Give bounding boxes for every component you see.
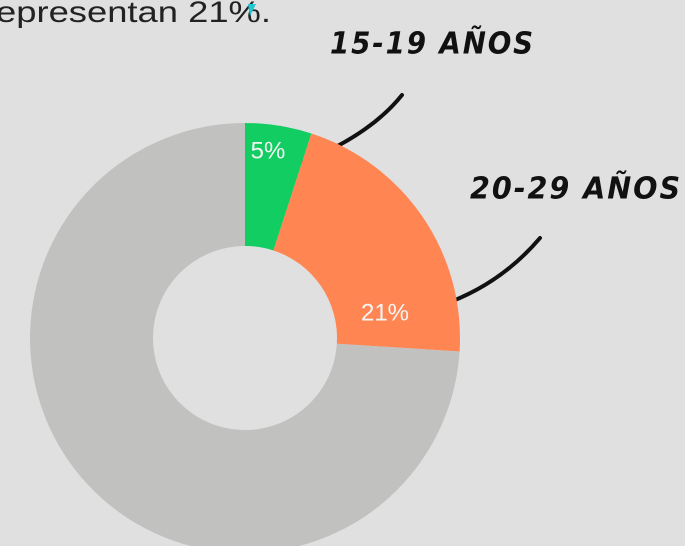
accent-mark [248, 4, 256, 16]
donut-slice [273, 133, 460, 352]
donut-slice [245, 123, 312, 251]
category-label: 15-19 AÑOS [330, 25, 535, 62]
value-label: 21% [361, 299, 409, 326]
value-label: 5% [251, 137, 286, 164]
subtitle: epresentan 21%. [0, 0, 271, 29]
donut-slice [30, 123, 460, 546]
category-label: 20-29 AÑOS [470, 170, 682, 207]
